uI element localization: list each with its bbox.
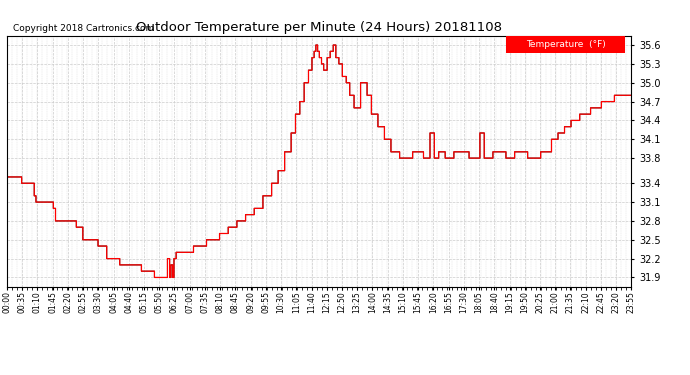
Title: Outdoor Temperature per Minute (24 Hours) 20181108: Outdoor Temperature per Minute (24 Hours… xyxy=(136,21,502,34)
Text: Copyright 2018 Cartronics.com: Copyright 2018 Cartronics.com xyxy=(13,24,155,33)
